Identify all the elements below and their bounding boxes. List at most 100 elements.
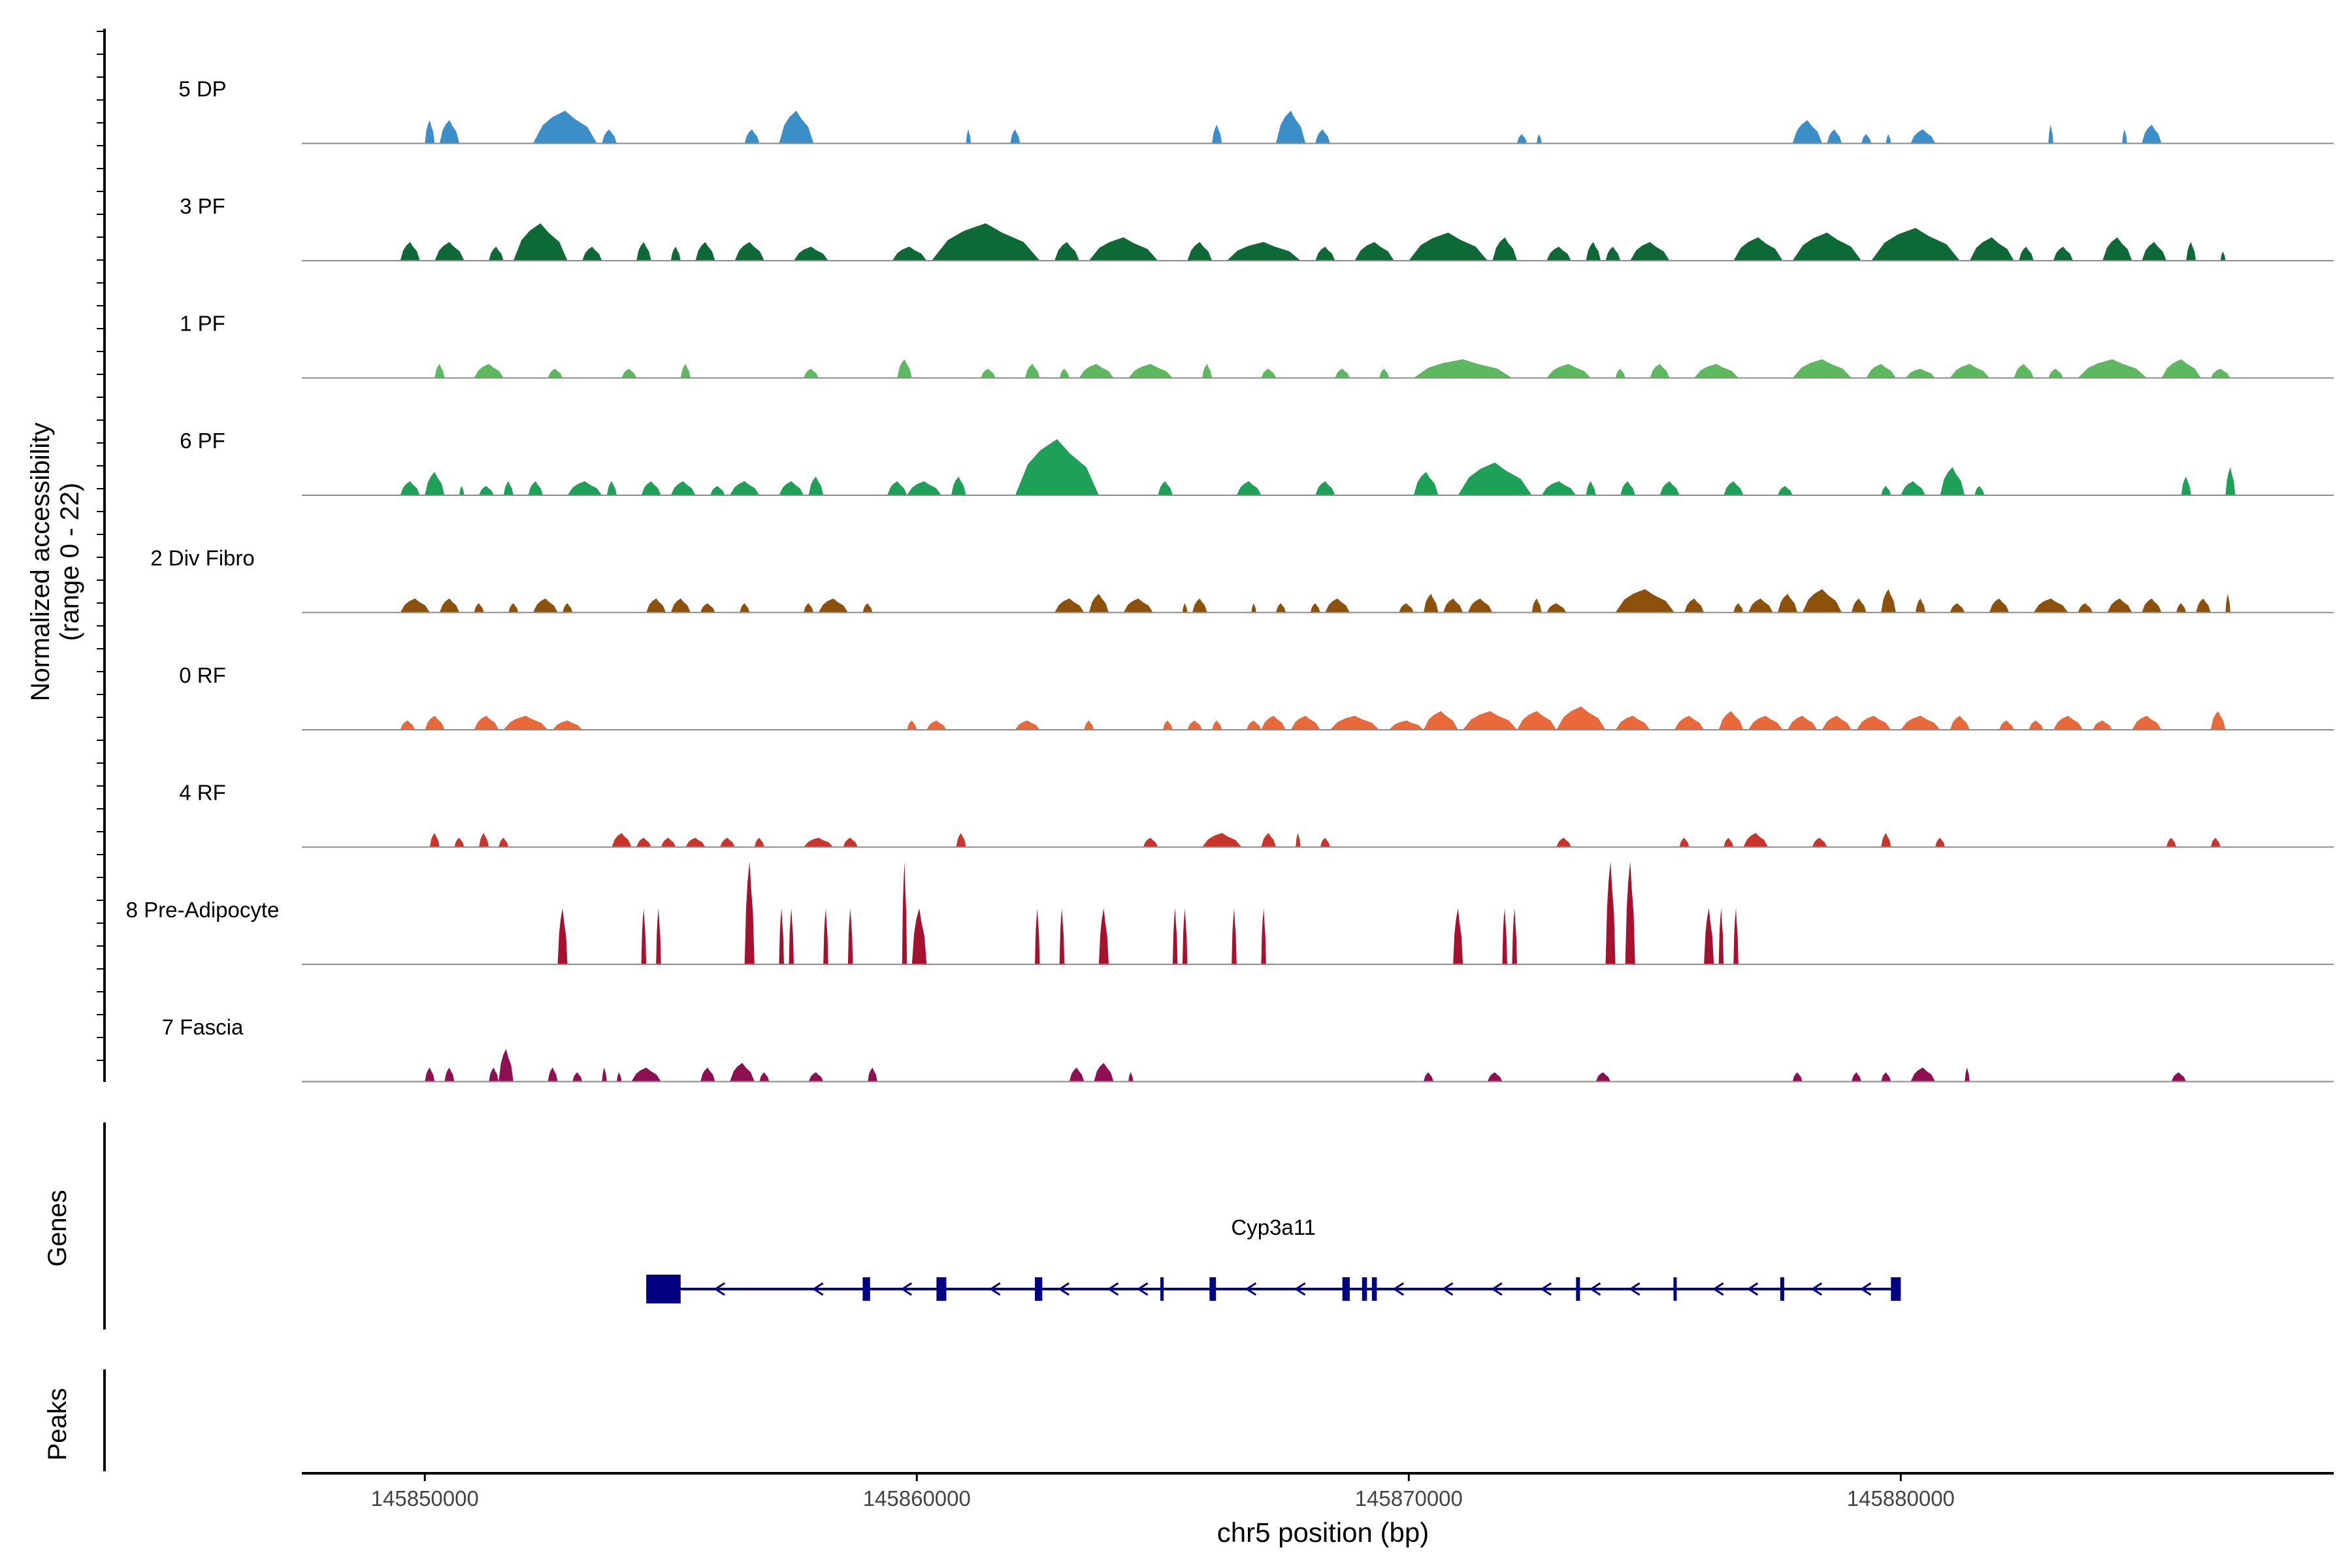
coverage-peak — [1974, 485, 1985, 495]
coverage-peak — [1246, 720, 1262, 730]
gene-exon — [936, 1277, 947, 1301]
coverage-peak — [2053, 246, 2073, 261]
track-label-2-div-fibro: 2 Div Fibro — [150, 546, 255, 570]
coverage-peak — [1290, 715, 1320, 730]
coverage-peak — [1143, 838, 1158, 847]
coverage-peak — [636, 242, 651, 261]
coverage-peak — [1546, 603, 1567, 613]
coverage-peak — [1871, 227, 1960, 261]
coverage-peak — [503, 481, 514, 495]
coverage-peak — [2142, 598, 2162, 613]
coverage-peak — [1531, 598, 1542, 613]
coverage-peak — [1605, 246, 1621, 261]
coverage-peak — [1792, 233, 1862, 261]
coverage-peak — [1024, 364, 1040, 378]
coverage-peak — [1778, 485, 1793, 495]
coverage-peak — [779, 110, 814, 144]
coverage-peak — [744, 861, 755, 964]
coverage-peak — [981, 368, 996, 378]
coverage-peak — [1989, 598, 2009, 613]
coverage-peak — [489, 246, 504, 261]
coverage-peak — [730, 1062, 755, 1082]
coverage-peak — [2078, 603, 2093, 613]
coverage-peak — [734, 242, 764, 261]
coverage-peak — [1389, 720, 1424, 730]
coverage-peak — [1718, 908, 1724, 964]
x-tick-label: 145870000 — [1355, 1486, 1463, 1511]
coverage-peak — [1379, 368, 1390, 378]
strand-arrow — [1245, 1282, 1257, 1296]
coverage-peak — [1586, 481, 1596, 495]
track-0-rf: 0 RF — [179, 663, 2334, 730]
coverage-peak — [1212, 720, 1222, 730]
coverage-peak — [907, 481, 941, 495]
coverage-peak — [1413, 359, 1512, 378]
coverage-peak — [862, 603, 873, 613]
x-tick-label: 145860000 — [863, 1486, 971, 1511]
strand-arrow — [1859, 1282, 1872, 1296]
coverage-peak — [685, 838, 706, 847]
coverage-peak — [1586, 242, 1601, 261]
coverage-peak — [700, 1068, 715, 1082]
coverage-peak — [2048, 368, 2063, 378]
coverage-peak — [1940, 467, 1965, 495]
coverage-peak — [1792, 1072, 1803, 1082]
track-2-div-fibro: 2 Div Fibro — [150, 546, 2334, 613]
coverage-peak — [804, 838, 834, 847]
coverage-peak — [616, 1072, 622, 1082]
coverage-peak — [547, 368, 563, 378]
coverage-peak — [1718, 711, 1744, 730]
coverage-peak — [1128, 364, 1173, 378]
coverage-peak — [759, 1072, 770, 1082]
coverage-peak — [553, 720, 583, 730]
strand-arrow — [1058, 1282, 1070, 1296]
strand-arrow — [1107, 1282, 1119, 1296]
coverage-peak — [2166, 838, 2176, 847]
coverage-peak — [1487, 1072, 1503, 1082]
coverage-peak — [2210, 711, 2226, 730]
coverage-peak — [429, 833, 440, 847]
genes-panel-label: Genes — [43, 1190, 72, 1267]
track-label-5-dp: 5 DP — [178, 77, 226, 101]
coverage-peak — [843, 838, 858, 847]
coverage-peak — [2186, 242, 2197, 261]
coverage-peak — [602, 129, 617, 144]
coverage-peak — [1158, 481, 1173, 495]
coverage-peak — [2093, 720, 2113, 730]
coverage-peak — [1886, 134, 1891, 144]
strand-arrow — [713, 1282, 725, 1296]
coverage-peak — [547, 1068, 558, 1082]
peaks-panel-label: Peaks — [43, 1388, 72, 1460]
coverage-peak — [794, 246, 828, 261]
coverage-peak — [1881, 833, 1891, 847]
coverage-peak — [425, 1068, 435, 1082]
coverage-peak — [868, 1068, 877, 1082]
strand-arrow — [1810, 1282, 1823, 1296]
coverage-peak — [1423, 711, 1458, 730]
coverage-peak — [1910, 129, 1935, 144]
coverage-peak — [489, 1068, 499, 1082]
coverage-peak — [1330, 715, 1380, 730]
coverage-peak — [966, 129, 972, 144]
coverage-peak — [670, 246, 681, 261]
coverage-peak — [572, 1072, 583, 1082]
coverage-peak — [931, 223, 1040, 261]
coverage-peak — [439, 120, 459, 144]
coverage-peak — [1123, 598, 1153, 613]
coverage-peak — [2161, 359, 2201, 378]
coverage-peak — [1054, 242, 1079, 261]
gene-exon — [1780, 1277, 1784, 1301]
track-5-dp: 5 DP — [178, 77, 2334, 144]
coverage-peak — [808, 1072, 824, 1082]
coverage-peak — [2181, 476, 2191, 495]
coverage-peak — [1788, 715, 1818, 730]
coverage-peak — [1010, 129, 1021, 144]
coverage-peak — [1969, 237, 2014, 261]
coverage-peak — [1541, 481, 1576, 495]
gene-exon — [1342, 1277, 1350, 1301]
coverage-peak — [1881, 589, 1896, 613]
coverage-peak — [1615, 368, 1625, 378]
coverage-peak — [1684, 598, 1705, 613]
axes: 145850000 145860000 145870000 145880000 — [97, 29, 2334, 1511]
coverage-peak — [1694, 364, 1739, 378]
